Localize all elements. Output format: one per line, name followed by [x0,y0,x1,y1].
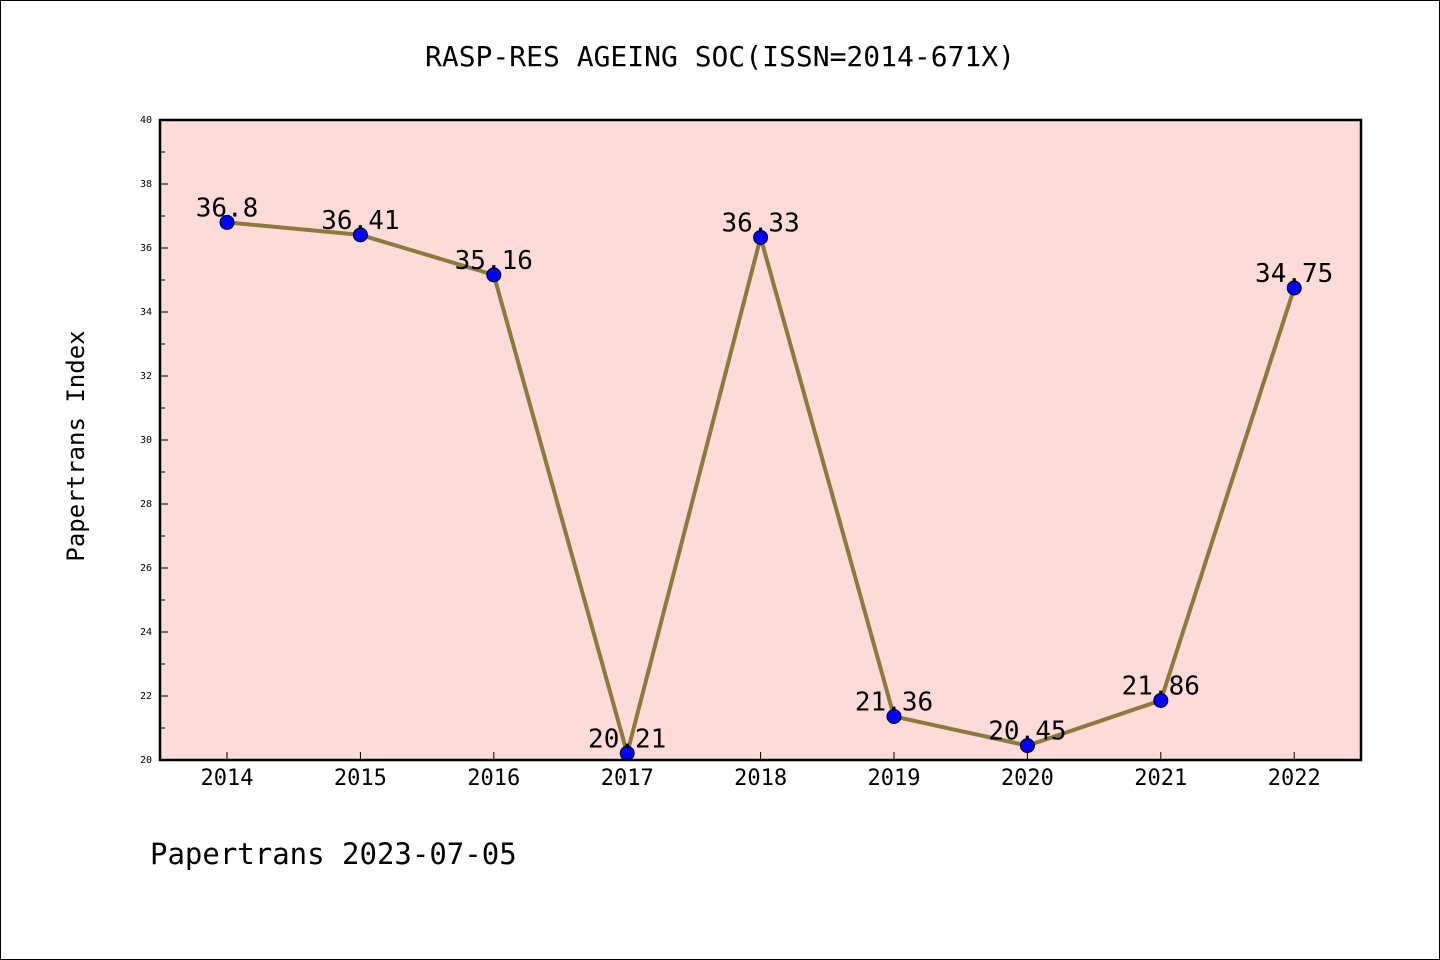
x-tick-label: 2021 [1134,766,1187,791]
plot-border [158,118,1363,762]
y-axis-label: Papertrans Index [62,330,90,561]
y-tick-label: 20 [140,755,152,766]
data-label: 34.75 [1255,259,1333,289]
x-tick-label: 2018 [734,766,787,791]
y-tick-label: 40 [140,115,152,126]
data-label: 21.86 [1122,671,1200,701]
x-tick-label: 2019 [868,766,921,791]
y-tick-label: 38 [140,179,152,190]
y-tick-label: 24 [140,627,152,638]
footer-text: Papertrans 2023-07-05 [150,837,517,871]
x-axis: 2014 2015 2016 2017 2018 2019 2020 2021 2022 [201,752,1321,791]
y-tick-label: 30 [140,435,152,446]
data-label: 21.36 [855,687,933,717]
data-label: 20.21 [588,724,666,754]
x-tick-label: 2015 [334,766,387,791]
x-tick-label: 2020 [1001,766,1054,791]
data-label: 36.8 [196,193,259,223]
x-tick-label: 2014 [201,766,254,791]
x-tick-label: 2016 [467,766,520,791]
y-tick-label: 28 [140,499,152,510]
data-point [886,708,902,724]
data-point [753,229,769,245]
plot-area [160,120,1361,760]
data-point [1153,692,1169,708]
y-tick-label: 22 [140,691,152,702]
data-label: 36.33 [721,208,799,238]
data-labels: 36.8 36.41 35.16 20.21 36.33 21.36 20.45 21.86 3… [196,193,1334,754]
y-tick-label: 26 [140,563,152,574]
data-markers [219,214,1302,761]
y-tick-label: 36 [140,243,152,254]
chart-title: RASP-RES AGEING SOC(ISSN=2014-671X) [425,40,1015,73]
data-point [219,214,235,230]
data-point [486,267,502,283]
data-label: 36.41 [321,206,399,236]
data-point [1286,280,1302,296]
data-label: 35.16 [455,246,533,276]
data-point [1019,738,1035,754]
x-tick-label: 2017 [601,766,654,791]
data-point [352,227,368,243]
x-tick-label: 2022 [1268,766,1321,791]
y-tick-label: 32 [140,371,152,382]
data-label: 20.45 [988,717,1066,747]
y-tick-label: 34 [140,307,152,318]
